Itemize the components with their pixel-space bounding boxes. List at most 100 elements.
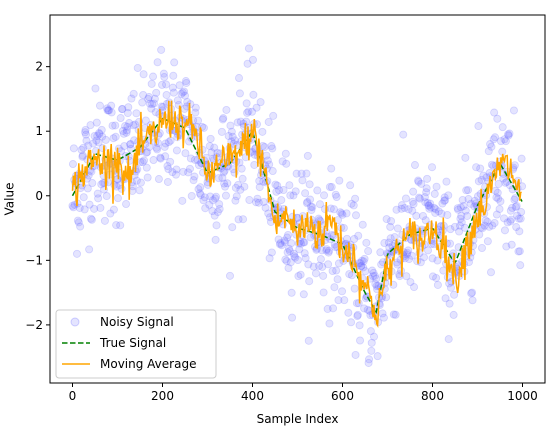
noisy-point <box>85 245 94 254</box>
noisy-point <box>208 207 217 216</box>
noisy-point <box>74 218 83 227</box>
noisy-point <box>379 313 388 322</box>
noisy-point <box>449 310 458 319</box>
noisy-point <box>211 194 220 203</box>
noisy-point <box>446 225 455 234</box>
noisy-point <box>501 178 510 187</box>
noisy-point <box>100 216 109 225</box>
noisy-point <box>127 94 136 103</box>
noisy-point <box>487 142 496 151</box>
noisy-point <box>443 210 452 219</box>
noisy-point <box>83 184 92 193</box>
noisy-point <box>260 142 269 151</box>
noisy-point <box>289 249 298 258</box>
noisy-point <box>80 205 89 214</box>
noisy-point <box>470 196 479 205</box>
noisy-point <box>327 164 336 173</box>
noisy-point <box>300 249 309 258</box>
noisy-point <box>410 161 419 170</box>
noisy-point <box>457 218 466 227</box>
noisy-point <box>153 58 162 67</box>
noisy-point <box>118 126 127 135</box>
noisy-point <box>126 140 135 149</box>
noisy-point <box>504 130 513 139</box>
noisy-point <box>182 78 191 87</box>
noisy-point <box>402 250 411 259</box>
noisy-point <box>212 192 221 201</box>
noisy-point <box>477 175 486 184</box>
legend-item-true-signal: True Signal <box>99 336 166 350</box>
noisy-point <box>453 204 462 213</box>
noisy-point <box>356 336 365 345</box>
noisy-point <box>327 183 336 192</box>
noisy-point <box>244 107 253 116</box>
noisy-point <box>213 208 222 217</box>
noisy-point <box>338 287 347 296</box>
noisy-point <box>281 149 290 158</box>
noisy-point <box>354 231 363 240</box>
noisy-point <box>195 189 204 198</box>
x-tick-label-600: 600 <box>331 389 354 403</box>
noisy-point <box>288 313 297 322</box>
noisy-point <box>98 144 107 153</box>
noisy-point <box>194 185 203 194</box>
noisy-point <box>305 277 314 286</box>
noisy-point <box>227 127 236 136</box>
noisy-point <box>360 304 369 313</box>
noisy-point <box>353 312 362 321</box>
noisy-point <box>431 208 440 217</box>
noisy-point <box>479 171 488 180</box>
noisy-point <box>143 148 152 157</box>
noisy-point <box>419 211 428 220</box>
noisy-point <box>324 248 333 257</box>
noisy-point <box>243 59 252 68</box>
noisy-point <box>492 193 501 202</box>
noisy-point <box>79 193 88 202</box>
noisy-point <box>367 346 376 355</box>
noisy-point <box>181 149 190 158</box>
noisy-point <box>259 197 268 206</box>
noisy-point <box>277 241 286 250</box>
noisy-point <box>292 169 301 178</box>
noisy-point <box>228 223 237 232</box>
noisy-point <box>125 119 134 128</box>
noisy-point <box>242 99 251 108</box>
noisy-point <box>160 73 169 82</box>
noisy-point <box>356 259 365 268</box>
noisy-point <box>178 196 187 205</box>
noisy-point <box>308 203 317 212</box>
noisy-point <box>456 203 465 212</box>
noisy-point <box>191 103 200 112</box>
noisy-point <box>207 148 216 157</box>
noisy-point <box>322 246 331 255</box>
noisy-point <box>386 222 395 231</box>
noisy-point <box>159 69 168 78</box>
noisy-point <box>269 111 278 120</box>
noisy-point <box>422 188 431 197</box>
noisy-point <box>346 181 355 190</box>
noisy-point <box>175 81 184 90</box>
noisy-point <box>490 108 499 117</box>
noisy-point <box>233 118 242 127</box>
noisy-point <box>187 191 196 200</box>
noisy-point <box>166 136 175 145</box>
noisy-point <box>244 44 253 53</box>
noisy-point <box>391 310 400 319</box>
noisy-point <box>68 201 77 210</box>
noisy-point <box>358 220 367 229</box>
noisy-point <box>372 282 381 291</box>
noisy-point <box>149 156 158 165</box>
noisy-point <box>103 104 112 113</box>
noisy-point <box>515 247 524 256</box>
noisy-point <box>307 206 316 215</box>
moving-average-line <box>71 100 522 328</box>
noisy-point <box>507 215 516 224</box>
noisy-point <box>406 278 415 287</box>
noisy-point <box>248 107 257 116</box>
noisy-point <box>392 205 401 214</box>
noisy-point <box>201 204 210 213</box>
noisy-point <box>478 224 487 233</box>
legend-item-noisy-signal: Noisy Signal <box>100 315 174 329</box>
noisy-point <box>492 210 501 219</box>
noisy-point <box>275 186 284 195</box>
